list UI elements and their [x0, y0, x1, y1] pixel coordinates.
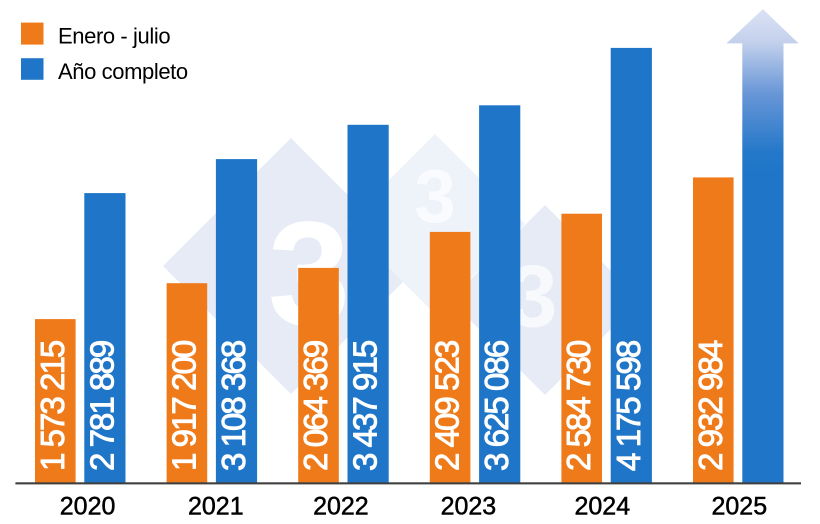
- svg-text:2020: 2020: [60, 493, 116, 521]
- svg-text:3: 3: [414, 154, 456, 238]
- svg-text:2022: 2022: [313, 493, 369, 521]
- svg-text:Enero - julio: Enero - julio: [58, 24, 170, 49]
- svg-text:2023: 2023: [441, 493, 497, 521]
- svg-text:1 573 215: 1 573 215: [34, 341, 71, 471]
- svg-text:2021: 2021: [188, 493, 244, 521]
- svg-text:2 932 984: 2 932 984: [692, 340, 729, 471]
- svg-text:3 437 915: 3 437 915: [347, 341, 384, 471]
- svg-text:3 108 368: 3 108 368: [215, 341, 252, 471]
- svg-text:2 409 523: 2 409 523: [429, 341, 466, 471]
- svg-text:2024: 2024: [574, 493, 630, 521]
- svg-text:2 584 730: 2 584 730: [560, 340, 597, 471]
- svg-text:2 781 889: 2 781 889: [83, 341, 120, 471]
- svg-text:2 064 369: 2 064 369: [297, 341, 334, 471]
- svg-text:4 175 598: 4 175 598: [610, 341, 647, 471]
- svg-text:Año completo: Año completo: [58, 59, 188, 84]
- svg-text:1 917 200: 1 917 200: [165, 340, 202, 471]
- svg-text:3 625 086: 3 625 086: [478, 341, 515, 471]
- svg-text:2025: 2025: [711, 493, 767, 521]
